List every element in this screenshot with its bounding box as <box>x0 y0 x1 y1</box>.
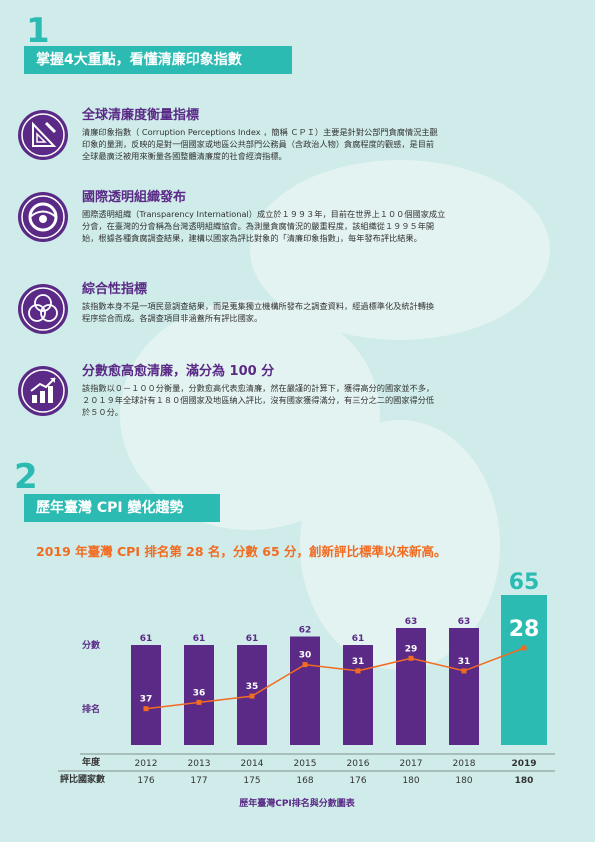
rank-label: 36 <box>193 688 206 698</box>
score-label: 62 <box>299 626 312 636</box>
item-title: 分數愈高愈清廉，滿分為 100 分 <box>82 364 275 379</box>
item-body: 該指數以０－１００分衡量，分數愈高代表愈清廉，然在嚴謹的計算下，獲得高分的國家並… <box>82 382 578 418</box>
country-count-label: 176 <box>349 776 366 786</box>
item-title: 綜合性指標 <box>82 282 148 297</box>
score-bar <box>131 645 161 745</box>
rank-marker <box>521 645 527 651</box>
rank-label: 31 <box>352 657 365 667</box>
body-line: 該指數本身不是一項民意調查結果，而是蒐集獨立機構所發布之調查資料，經過標準化及統… <box>82 301 435 311</box>
body-line: 於５０分。 <box>82 407 123 417</box>
chart-headline: 2019 年臺灣 CPI 排名第 28 名，分數 65 分，創新評比標準以來新高… <box>36 544 447 559</box>
info-item: 國際透明組織發布 國際透明組織（Transparency Internation… <box>18 186 578 256</box>
info-item: 綜合性指標 該指數本身不是一項民意調查結果，而是蒐集獨立機構所發布之調查資料，經… <box>18 278 578 338</box>
rank-marker <box>302 662 308 668</box>
chart-title: 歷年臺灣CPI排名與分數圖表 <box>239 797 356 809</box>
rank-label: 29 <box>405 644 418 654</box>
section-title: 歷年臺灣 CPI 變化趨勢 <box>24 494 220 522</box>
year-tick-label: 2015 <box>294 759 317 769</box>
count-row-label: 評比國家數 <box>60 773 106 785</box>
item-body: 清廉印象指數（ Corruption Perceptions Index ，簡稱… <box>82 126 578 162</box>
rank-row-label: 排名 <box>82 703 100 715</box>
year-tick-label: 2016 <box>347 759 370 769</box>
year-tick-label: 2018 <box>453 759 476 769</box>
score-bar <box>290 636 320 745</box>
rank-label: 35 <box>246 682 259 692</box>
transparency-logo-icon <box>18 192 68 242</box>
rank-marker <box>249 693 255 699</box>
rank-marker <box>408 655 414 661</box>
body-line: 程序綜合而成。各調查項目非涵蓋所有評比國家。 <box>82 313 263 323</box>
rank-marker <box>196 699 202 705</box>
score-bar <box>184 645 214 745</box>
body-line: 印象的量測，反映的是對一個國家或地區公共部門公務員（含政治人物）貪腐程度的觀感，… <box>82 139 435 149</box>
year-row-label: 年度 <box>82 756 101 768</box>
info-item: 全球清廉度衡量指標 清廉印象指數（ Corruption Perceptions… <box>18 104 578 174</box>
section-number: 1 <box>26 11 50 51</box>
country-count-label: 168 <box>296 776 313 786</box>
country-count-label: 175 <box>243 776 260 786</box>
rank-marker <box>143 706 149 712</box>
score-bar <box>501 595 547 745</box>
body-line: 國際透明組織（Transparency International）成立於１９９… <box>82 209 446 219</box>
score-label: 61 <box>193 634 206 644</box>
body-line: ２０１９年全球計有１８０個國家及地區納入評比，沒有國家獲得滿分，有三分之二的國家… <box>82 395 435 405</box>
item-body: 該指數本身不是一項民意調查結果，而是蒐集獨立機構所發布之調查資料，經過標準化及統… <box>82 300 578 324</box>
country-count-label: 176 <box>137 776 154 786</box>
year-tick-label: 2013 <box>188 759 211 769</box>
year-tick-label: 2012 <box>135 759 158 769</box>
country-count-label: 180 <box>515 776 534 786</box>
score-label: 61 <box>140 634 153 644</box>
score-label: 61 <box>352 634 365 644</box>
rank-marker <box>461 668 467 674</box>
info-item: 分數愈高愈清廉，滿分為 100 分 該指數以０－１００分衡量，分數愈高代表愈清廉… <box>18 360 578 430</box>
rank-line <box>145 647 525 710</box>
ruler-triangle-icon <box>18 110 68 160</box>
rank-label: 31 <box>458 657 471 667</box>
item-title: 全球清廉度衡量指標 <box>82 108 200 123</box>
score-label: 65 <box>509 570 540 595</box>
year-tick-label: 2017 <box>400 759 423 769</box>
rank-label: 30 <box>299 651 312 661</box>
rank-label: 28 <box>509 617 540 642</box>
section-title: 掌握4大重點，看懂清廉印象指數 <box>24 46 292 74</box>
section-number: 2 <box>14 457 38 497</box>
body-line: 該指數以０－１００分衡量，分數愈高代表愈清廉，然在嚴謹的計算下，獲得高分的國家並… <box>82 383 435 393</box>
country-count-label: 177 <box>190 776 207 786</box>
country-count-label: 180 <box>402 776 419 786</box>
score-bar <box>343 645 373 745</box>
score-bar <box>396 628 426 745</box>
venn-circles-icon <box>18 284 68 334</box>
rank-marker <box>355 668 361 674</box>
score-label: 63 <box>405 617 418 627</box>
item-title: 國際透明組織發布 <box>82 190 187 205</box>
bar-chart-rising-icon <box>18 366 68 416</box>
body-line: 分會，在臺灣的分會稱為台灣透明組織協會。為測量貪腐情況的嚴重程度，該組織從１９９… <box>82 221 435 231</box>
country-count-label: 180 <box>455 776 472 786</box>
year-tick-label: 2019 <box>511 759 536 769</box>
body-line: 全球最廣泛被用來衡量各國整體清廉度的社會經濟指標。 <box>82 151 287 161</box>
rank-label: 37 <box>140 695 153 705</box>
body-line: 始，根據各種貪腐調查結果，建構以國家為評比對象的「清廉印象指數」，每年發布評比結… <box>82 233 422 243</box>
score-row-label: 分數 <box>82 639 101 651</box>
score-label: 63 <box>458 617 471 627</box>
score-label: 61 <box>246 634 259 644</box>
score-bar <box>449 628 479 745</box>
body-line: 清廉印象指數（ Corruption Perceptions Index ，簡稱… <box>82 127 438 137</box>
item-body: 國際透明組織（Transparency International）成立於１９９… <box>82 208 578 244</box>
year-tick-label: 2014 <box>241 759 264 769</box>
